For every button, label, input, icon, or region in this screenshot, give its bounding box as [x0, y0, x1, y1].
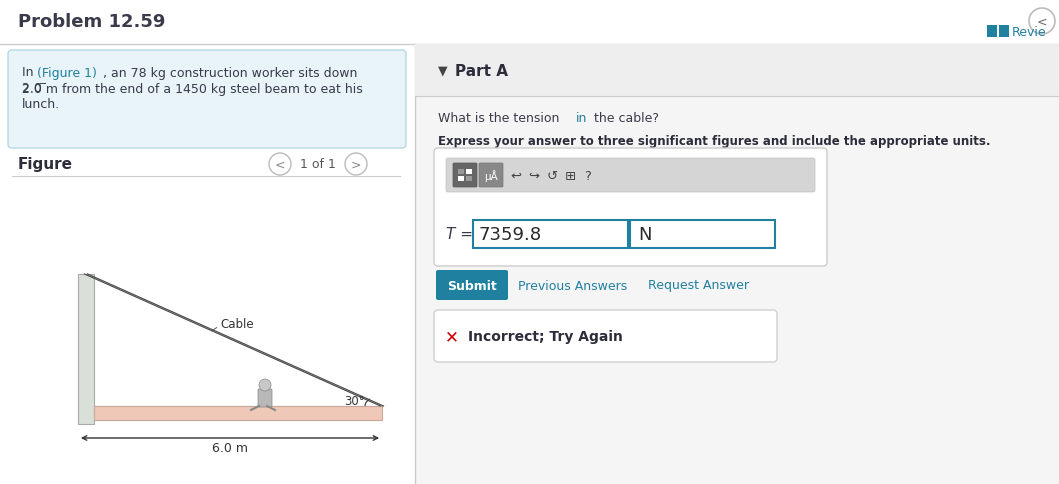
- FancyBboxPatch shape: [434, 149, 827, 267]
- Text: μÅ: μÅ: [484, 170, 498, 182]
- Text: ✕: ✕: [445, 327, 459, 345]
- Text: N: N: [638, 226, 651, 243]
- Text: the cable?: the cable?: [590, 112, 659, 125]
- FancyBboxPatch shape: [94, 406, 382, 420]
- Text: Previous Answers: Previous Answers: [518, 279, 627, 292]
- Text: ↺: ↺: [546, 169, 557, 182]
- Text: ↩: ↩: [510, 169, 522, 182]
- Text: ↪: ↪: [528, 169, 540, 182]
- Text: Problem 12.59: Problem 12.59: [18, 13, 165, 31]
- Text: 2.0 ̅m from the end of a 1450 kg steel beam to eat his: 2.0 ̅m from the end of a 1450 kg steel b…: [22, 82, 363, 95]
- Text: Request Answer: Request Answer: [648, 279, 749, 292]
- Text: ?: ?: [585, 169, 591, 182]
- FancyBboxPatch shape: [8, 51, 406, 149]
- Text: ▼: ▼: [438, 64, 448, 77]
- FancyBboxPatch shape: [987, 26, 997, 38]
- Text: in: in: [576, 112, 588, 125]
- Text: Express your answer to three significant figures and include the appropriate uni: Express your answer to three significant…: [438, 134, 990, 147]
- FancyBboxPatch shape: [466, 170, 472, 175]
- FancyBboxPatch shape: [457, 177, 464, 182]
- Text: Submit: Submit: [447, 279, 497, 292]
- Text: <: <: [1037, 15, 1047, 29]
- FancyBboxPatch shape: [415, 45, 1059, 97]
- Text: (Figure 1): (Figure 1): [37, 66, 96, 79]
- FancyBboxPatch shape: [0, 0, 1059, 45]
- Circle shape: [259, 379, 271, 391]
- Text: In: In: [22, 66, 37, 79]
- FancyBboxPatch shape: [457, 170, 464, 175]
- Text: T =: T =: [446, 227, 473, 242]
- FancyBboxPatch shape: [0, 0, 415, 484]
- FancyBboxPatch shape: [999, 26, 1009, 38]
- Text: Cable: Cable: [220, 318, 253, 331]
- FancyBboxPatch shape: [630, 221, 775, 248]
- FancyBboxPatch shape: [415, 0, 1059, 484]
- Text: >: >: [351, 158, 361, 171]
- Text: ⊞: ⊞: [564, 169, 575, 182]
- FancyBboxPatch shape: [446, 159, 815, 193]
- Text: 7359.8: 7359.8: [479, 226, 542, 243]
- Text: Incorrect; Try Again: Incorrect; Try Again: [468, 329, 623, 343]
- Text: Part A: Part A: [455, 63, 508, 78]
- Circle shape: [269, 154, 291, 176]
- Text: What is the tension: What is the tension: [438, 112, 563, 125]
- FancyBboxPatch shape: [434, 310, 777, 362]
- Text: lunch.: lunch.: [22, 98, 60, 111]
- Text: 2.0: 2.0: [22, 82, 46, 95]
- FancyBboxPatch shape: [479, 164, 503, 188]
- Text: Figure: Figure: [18, 157, 73, 172]
- FancyBboxPatch shape: [453, 164, 477, 188]
- Text: 30°: 30°: [344, 394, 364, 408]
- FancyBboxPatch shape: [436, 271, 508, 301]
- Circle shape: [1029, 9, 1055, 35]
- Text: 6.0 m: 6.0 m: [212, 441, 248, 454]
- Circle shape: [345, 154, 367, 176]
- Text: 1 of 1: 1 of 1: [300, 158, 336, 171]
- FancyBboxPatch shape: [466, 177, 472, 182]
- Text: , an 78 kg construction worker sits down: , an 78 kg construction worker sits down: [103, 66, 357, 79]
- Text: <: <: [274, 158, 285, 171]
- FancyBboxPatch shape: [78, 274, 94, 424]
- FancyBboxPatch shape: [473, 221, 628, 248]
- FancyBboxPatch shape: [258, 389, 272, 407]
- Text: Revie: Revie: [1012, 26, 1046, 38]
